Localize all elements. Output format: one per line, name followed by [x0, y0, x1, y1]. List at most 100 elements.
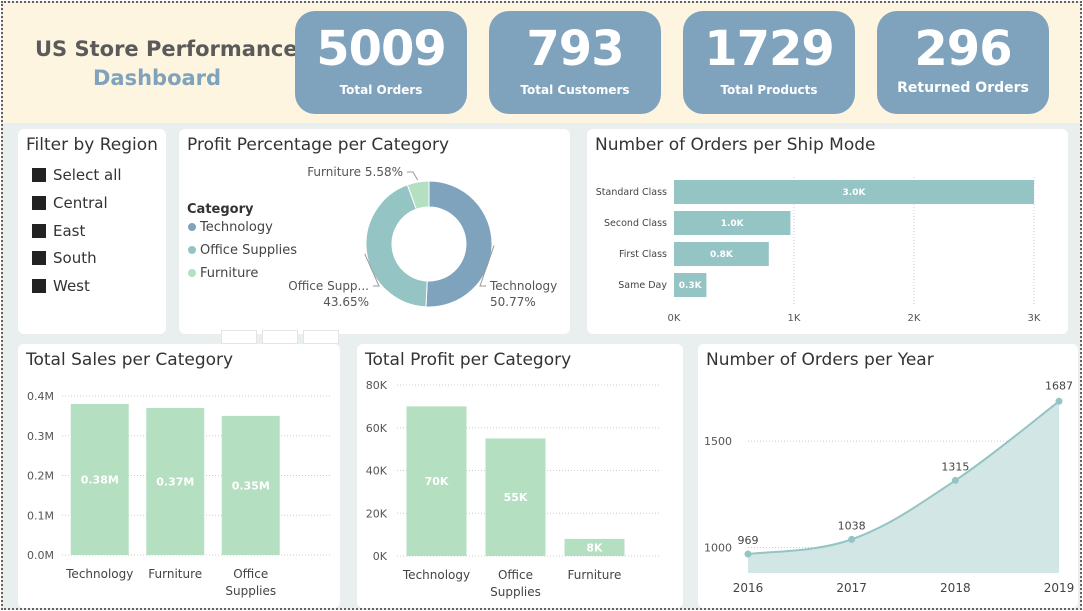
filter-title: Filter by Region — [26, 135, 158, 155]
filter-option-select-all[interactable]: Select all — [32, 166, 122, 184]
visual-header-tab[interactable] — [262, 330, 298, 344]
donut-slice-furniture — [406, 180, 430, 210]
y-tick-label: 0.0M — [27, 549, 54, 562]
sales-bar-chart: 0.0M 0.1M 0.2M 0.3M 0.4M 0.38M Technology 0.37M… — [27, 390, 332, 598]
kpi-returned-orders: 296 Returned Orders — [877, 11, 1049, 114]
kpi-value: 793 — [526, 21, 624, 77]
kpi-value: 1729 — [704, 21, 835, 77]
kpi-label: Total Customers — [520, 83, 630, 97]
checkbox[interactable] — [32, 279, 46, 293]
filter-option-south[interactable]: South — [32, 249, 97, 267]
filter-option-label: East — [53, 222, 86, 240]
bar-value-label: 0.3K — [679, 281, 703, 291]
y-tick-label: 40K — [366, 465, 388, 478]
bar-same-day — [674, 273, 707, 297]
orders-per-year-card: Number of Orders per Year 1000 1500 969 201… — [698, 344, 1078, 608]
x-tick-label: 2018 — [940, 581, 971, 595]
kpi-label: Total Products — [720, 83, 818, 97]
region-filter-card: Filter by Region Select all Central East… — [18, 129, 166, 334]
kpi-label: Returned Orders — [897, 80, 1029, 96]
dashboard-title: US Store Performance — [35, 37, 298, 61]
x-tick-label: 3K — [1028, 313, 1041, 324]
filter-option-central[interactable]: Central — [32, 194, 108, 212]
x-category-label: Technology — [402, 568, 470, 582]
donut-leader-line — [364, 253, 380, 287]
x-category-label: Furniture — [568, 568, 622, 582]
header-banner: US Store Performance Dashboard 5009 Tota… — [3, 3, 1080, 123]
data-label: 969 — [738, 534, 759, 547]
bar-technology — [406, 406, 467, 556]
donut-data-label-office-supplies: Office Supp... 43.65% — [288, 279, 369, 309]
bar-value-label: 8K — [586, 541, 603, 554]
x-tick-label: 2016 — [733, 581, 764, 595]
filter-option-label: Select all — [53, 166, 122, 184]
chart-title: Number of Orders per Year — [706, 350, 934, 370]
chart-title: Total Profit per Category — [365, 350, 572, 370]
x-tick-label: 1K — [788, 313, 801, 324]
profit-bar-chart: 0K 20K 40K 60K 80K 70K Technology 55K Office Supp… — [366, 379, 661, 599]
legend-swatch-technology — [188, 223, 196, 231]
bar-value-label: 70K — [425, 475, 449, 488]
kpi-value: 5009 — [316, 21, 447, 77]
y-tick-label: 20K — [366, 507, 388, 520]
x-category-label: Furniture — [148, 567, 202, 581]
kpi-value: 296 — [914, 21, 1012, 77]
kpi-total-customers: 793 Total Customers — [489, 11, 661, 114]
profit-percentage-donut-chart: Category Technology Office Supplies Furnit… — [187, 165, 557, 309]
checkbox[interactable] — [32, 168, 46, 182]
checkbox[interactable] — [32, 224, 46, 238]
legend-swatch-furniture — [188, 269, 196, 277]
bar-value-label: 55K — [504, 491, 528, 504]
checkbox[interactable] — [32, 251, 46, 265]
bar-value-label: 0.35M — [232, 479, 270, 492]
legend-item-office-supplies: Office Supplies — [200, 243, 297, 258]
bar-office-supplies — [485, 438, 546, 556]
bar-technology — [70, 403, 129, 555]
chart-title: Number of Orders per Ship Mode — [595, 135, 876, 155]
visual-header-tab[interactable] — [303, 330, 339, 344]
legend-item-technology: Technology — [199, 220, 273, 235]
y-tick-label: 0K — [373, 550, 388, 563]
series-line — [747, 400, 1060, 556]
y-tick-label: 1500 — [704, 435, 732, 448]
data-label: 1687 — [1045, 379, 1073, 392]
y-tick-label: 80K — [366, 379, 388, 392]
ship-mode-card: Number of Orders per Ship Mode 0K 1K 2K 3K S… — [587, 129, 1068, 334]
data-point-2017 — [848, 535, 856, 543]
bar-value-label: 3.0K — [843, 188, 867, 198]
profit-percentage-card: Profit Percentage per Category Category … — [179, 129, 570, 334]
donut-data-label-technology: Technology 50.77% — [489, 279, 557, 309]
bar-first-class — [674, 242, 769, 266]
y-tick-label: 60K — [366, 422, 388, 435]
bar-furniture — [146, 407, 205, 555]
data-point-2016 — [744, 550, 752, 558]
data-point-2019 — [1055, 397, 1063, 405]
x-tick-label: 0K — [668, 313, 681, 324]
checkbox[interactable] — [32, 196, 46, 210]
sales-card: Total Sales per Category 0.0M 0.1M 0.2M 0.3… — [18, 344, 340, 608]
donut-slice-office-supplies — [365, 184, 428, 308]
kpi-label: Total Orders — [339, 83, 423, 97]
donut-leader-line — [407, 171, 419, 181]
filter-option-east[interactable]: East — [32, 222, 85, 240]
y-category-label: Second Class — [604, 218, 667, 229]
y-category-label: First Class — [619, 249, 667, 260]
donut-data-label-furniture: Furniture 5.58% — [307, 165, 403, 179]
profit-card: Total Profit per Category 0K 20K 40K 60K 80K… — [357, 344, 683, 608]
filter-option-west[interactable]: West — [32, 277, 90, 295]
filter-option-label: West — [53, 277, 90, 295]
visual-header-tab[interactable] — [221, 330, 257, 344]
x-category-label: Office Supplies — [490, 568, 541, 599]
dashboard-subtitle: Dashboard — [93, 66, 222, 90]
y-tick-label: 0.4M — [27, 390, 54, 403]
data-point-2018 — [951, 476, 959, 484]
x-tick-label: 2019 — [1044, 581, 1075, 595]
orders-per-year-area-chart: 1000 1500 969 2016 1038 2017 1315 2018 1687 2019 — [704, 379, 1075, 595]
kpi-total-orders: 5009 Total Orders — [295, 11, 467, 114]
chart-title: Total Sales per Category — [26, 350, 234, 370]
data-label: 1315 — [941, 460, 969, 473]
donut-slice-technology — [425, 180, 493, 308]
filter-option-label: South — [53, 249, 97, 267]
x-tick-label: 2K — [908, 313, 921, 324]
filter-option-label: Central — [53, 194, 108, 212]
